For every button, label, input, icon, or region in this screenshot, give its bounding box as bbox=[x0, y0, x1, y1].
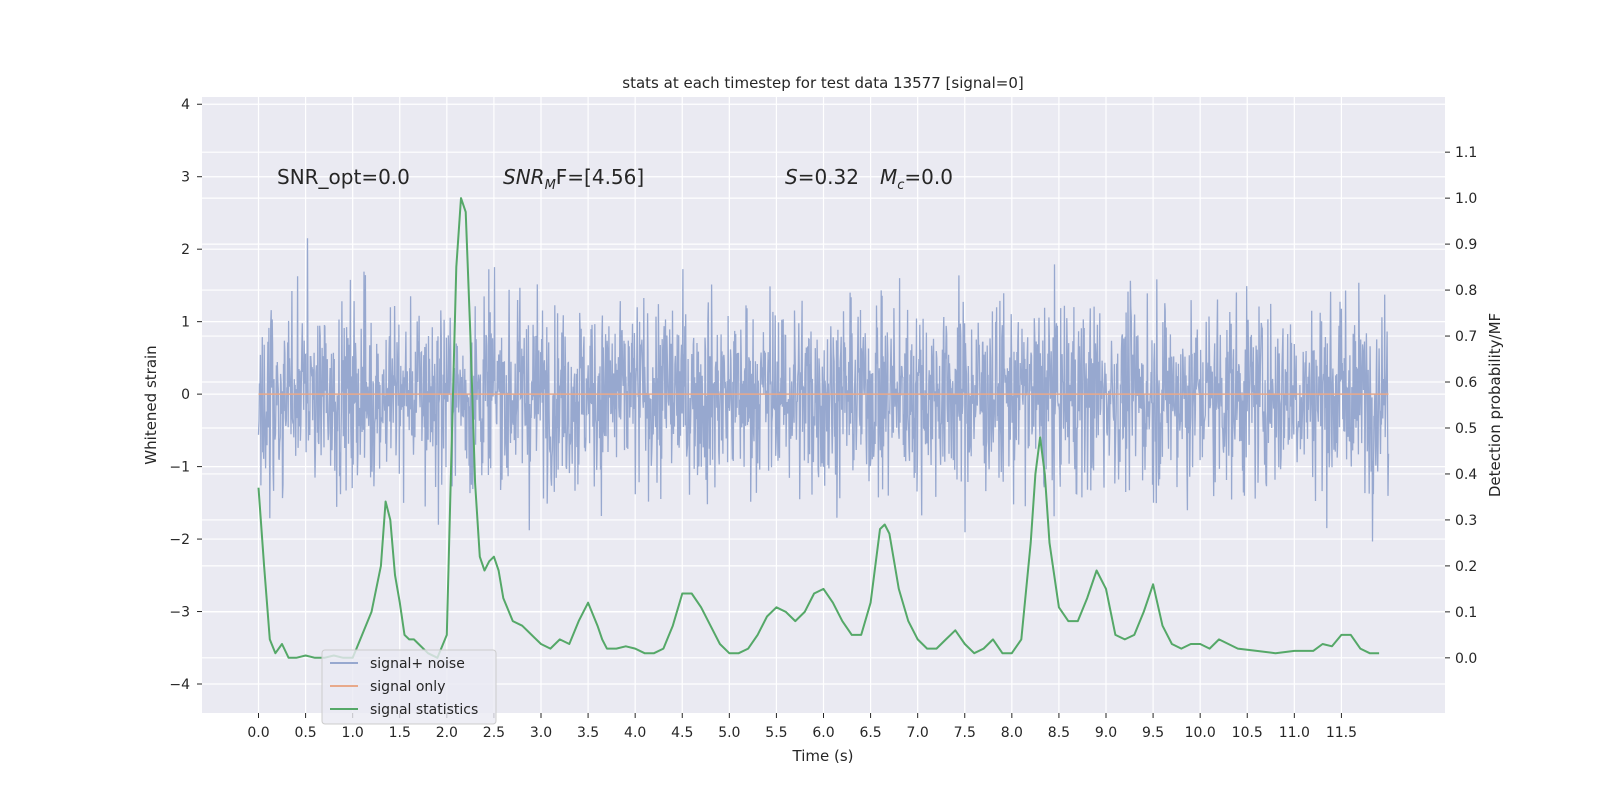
x-tick-label: 4.5 bbox=[671, 725, 693, 741]
y-tick-label: −4 bbox=[169, 677, 190, 693]
y-tick-label: 4 bbox=[181, 97, 190, 113]
legend-label-statistics: signal statistics bbox=[370, 702, 478, 718]
mc-subscript: c bbox=[897, 178, 904, 193]
snr-mf-value: F=[4.56] bbox=[556, 165, 644, 189]
y-tick-label: −2 bbox=[169, 532, 190, 548]
y2-tick-label: 0.1 bbox=[1455, 605, 1477, 621]
y2-axis-ticks: 0.0 0.1 0.2 0.3 0.4 0.5 0.6 0.7 0.8 0.9 1.0 1.1 bbox=[1445, 145, 1477, 667]
x-tick-label: 6.5 bbox=[859, 725, 881, 741]
legend-frame bbox=[321, 649, 497, 725]
x-tick-label: 7.0 bbox=[907, 725, 929, 741]
x-axis-label: Time (s) bbox=[792, 747, 854, 765]
y2-tick-label: 0.3 bbox=[1455, 513, 1477, 529]
s-value: =0.32 bbox=[798, 165, 859, 189]
mc-symbol: M bbox=[880, 165, 897, 189]
chart-title: stats at each timestep for test data 135… bbox=[622, 74, 1023, 92]
x-tick-label: 11.0 bbox=[1279, 725, 1310, 741]
x-tick-label: 0.0 bbox=[247, 725, 269, 741]
y2-tick-label: 1.1 bbox=[1455, 145, 1477, 161]
y2-tick-label: 0.4 bbox=[1455, 467, 1477, 483]
y-tick-label: 2 bbox=[181, 242, 190, 258]
y2-axis-label: Detection probability/MF bbox=[1486, 313, 1504, 497]
y-tick-label: −3 bbox=[169, 605, 190, 621]
y2-tick-label: 0.2 bbox=[1455, 559, 1477, 575]
y-axis-ticks: −4 −3 −2 −1 0 1 2 3 4 bbox=[169, 97, 202, 693]
legend-label-signal: signal only bbox=[370, 679, 445, 695]
annotation-snr-mf: SNRMF=[4.56] bbox=[503, 165, 644, 193]
legend: signal+ noise signal only signal statist… bbox=[321, 649, 497, 725]
x-tick-label: 4.0 bbox=[624, 725, 646, 741]
x-tick-label: 1.5 bbox=[389, 725, 411, 741]
x-tick-label: 10.0 bbox=[1185, 725, 1216, 741]
x-tick-label: 5.5 bbox=[765, 725, 787, 741]
y-tick-label: 3 bbox=[181, 170, 190, 186]
noise-line bbox=[257, 238, 1390, 542]
annotation-s: S=0.32 bbox=[785, 165, 859, 189]
x-axis-ticks: 0.0 0.5 1.0 1.5 2.0 2.5 3.0 3.5 4.0 4.5 5.0 5.5 6.0 6… bbox=[247, 713, 1357, 741]
x-tick-label: 2.0 bbox=[436, 725, 458, 741]
mc-value: =0.0 bbox=[904, 165, 953, 189]
x-tick-label: 9.5 bbox=[1142, 725, 1164, 741]
x-tick-label: 5.0 bbox=[718, 725, 740, 741]
y2-tick-label: 0.7 bbox=[1455, 329, 1477, 345]
annotation-mc: Mc=0.0 bbox=[880, 165, 953, 193]
x-tick-label: 6.0 bbox=[812, 725, 834, 741]
y-tick-label: 0 bbox=[181, 387, 190, 403]
x-tick-label: 3.0 bbox=[530, 725, 552, 741]
x-tick-label: 1.0 bbox=[342, 725, 364, 741]
y2-tick-label: 0.8 bbox=[1455, 283, 1477, 299]
signal-plus-noise-series bbox=[257, 238, 1390, 542]
y-tick-label: 1 bbox=[181, 315, 190, 331]
y2-tick-label: 0.0 bbox=[1455, 651, 1477, 667]
legend-label-noise: signal+ noise bbox=[370, 656, 465, 672]
signal-statistics-series bbox=[257, 197, 1380, 659]
x-tick-label: 8.5 bbox=[1048, 725, 1070, 741]
x-tick-label: 11.5 bbox=[1326, 725, 1357, 741]
y2-tick-label: 0.6 bbox=[1455, 375, 1477, 391]
y2-tick-label: 0.9 bbox=[1455, 237, 1477, 253]
x-tick-label: 2.5 bbox=[483, 725, 505, 741]
x-tick-label: 0.5 bbox=[294, 725, 316, 741]
x-tick-label: 9.0 bbox=[1095, 725, 1117, 741]
y-tick-label: −1 bbox=[169, 460, 190, 476]
statistics-line bbox=[257, 197, 1380, 659]
x-tick-label: 7.5 bbox=[954, 725, 976, 741]
y2-tick-label: 1.0 bbox=[1455, 191, 1477, 207]
y2-tick-label: 0.5 bbox=[1455, 421, 1477, 437]
y-axis-label: Whitened strain bbox=[142, 345, 160, 464]
snr-mf-symbol: SNR bbox=[503, 165, 545, 189]
x-tick-label: 3.5 bbox=[577, 725, 599, 741]
snr-mf-subscript: M bbox=[545, 178, 556, 193]
x-tick-label: 8.0 bbox=[1001, 725, 1023, 741]
x-tick-label: 10.5 bbox=[1232, 725, 1263, 741]
annotation-snr-opt: SNR_opt=0.0 bbox=[277, 165, 410, 189]
s-symbol: S bbox=[785, 165, 798, 189]
